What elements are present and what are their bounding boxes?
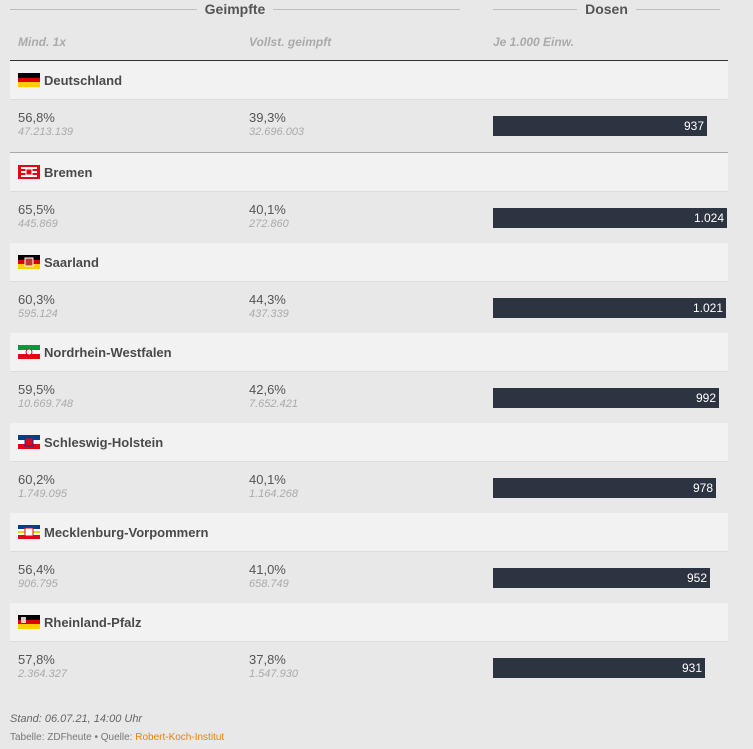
flag-nrw-icon <box>18 345 40 359</box>
min1-cell: 56,8% 47.213.139 <box>18 110 73 139</box>
full-cell: 40,1% 272.860 <box>249 202 289 231</box>
min1-absolute: 47.213.139 <box>18 126 74 138</box>
region-name: Mecklenburg-Vorpommern <box>44 524 209 540</box>
min1-cell: 60,3% 595.124 <box>18 292 58 321</box>
table-row: 60,2% 1.749.095 40,1% 1.164.268 978 <box>10 462 728 514</box>
table-row: 56,4% 906.795 41,0% 658.749 952 <box>10 552 728 604</box>
group-header-vaccinated: Geimpfte <box>10 0 460 18</box>
table-row: 56,8% 47.213.139 39,3% 32.696.003 937 <box>10 100 728 152</box>
min1-cell: 56,4% 906.795 <box>18 562 58 591</box>
region-name: Deutschland <box>44 72 123 88</box>
source-link[interactable]: Robert-Koch-Institut <box>135 732 225 743</box>
full-percent: 44,3% <box>249 292 286 307</box>
doses-bar-label: 1.021 <box>692 301 723 315</box>
doses-bar: 931 <box>493 658 705 678</box>
full-percent: 40,1% <box>249 202 286 217</box>
min1-cell: 60,2% 1.749.095 <box>18 472 67 501</box>
min1-percent: 56,8% <box>18 110 55 125</box>
group-title-doses: Dosen <box>585 1 628 17</box>
group-header-doses: Dosen <box>493 0 721 18</box>
divider <box>10 8 197 10</box>
flag-mecklenburg-vorpommern-icon <box>18 525 40 539</box>
full-absolute: 32.696.003 <box>249 126 305 138</box>
region-name-row: Rheinland-Pfalz <box>10 603 728 642</box>
flag-rheinland-pfalz-icon <box>18 615 40 629</box>
min1-percent: 59,5% <box>18 382 55 397</box>
table-row: 59,5% 10.669.748 42,6% 7.652.421 992 <box>10 372 728 424</box>
divider <box>635 8 721 10</box>
flag-germany-icon <box>18 73 40 87</box>
doses-bar: 992 <box>493 388 719 408</box>
credit-line: Tabelle: ZDFheute • Quelle: Robert-Koch-… <box>10 732 224 743</box>
full-cell: 40,1% 1.164.268 <box>249 472 298 501</box>
min1-percent: 60,3% <box>18 292 55 307</box>
full-percent: 39,3% <box>249 110 286 125</box>
full-cell: 41,0% 658.749 <box>249 562 289 591</box>
full-percent: 37,8% <box>249 652 286 667</box>
region-name: Bremen <box>44 164 93 180</box>
credit-prefix: Tabelle: ZDFheute • Quelle: <box>10 732 136 743</box>
full-percent: 40,1% <box>249 472 286 487</box>
region-name-row: Saarland <box>10 243 728 282</box>
flag-saarland-icon <box>18 255 40 269</box>
divider <box>273 8 460 10</box>
flag-bremen-icon <box>18 165 40 179</box>
full-absolute: 272.860 <box>249 218 289 230</box>
min1-percent: 57,8% <box>18 652 55 667</box>
doses-bar-label: 952 <box>686 571 707 585</box>
min1-cell: 57,8% 2.364.327 <box>18 652 67 681</box>
full-cell: 37,8% 1.547.930 <box>249 652 298 681</box>
doses-bar: 1.024 <box>493 208 727 228</box>
full-absolute: 658.749 <box>249 578 289 590</box>
region-name: Rheinland-Pfalz <box>44 614 142 630</box>
region-name-row: Nordrhein-Westfalen <box>10 333 728 372</box>
table-row: 60,3% 595.124 44,3% 437.339 1.021 <box>10 282 728 334</box>
timestamp: Stand: 06.07.21, 14:00 Uhr <box>10 713 143 725</box>
min1-percent: 56,4% <box>18 562 55 577</box>
full-absolute: 437.339 <box>249 308 289 320</box>
min1-absolute: 2.364.327 <box>18 668 67 680</box>
doses-bar-label: 937 <box>683 119 704 133</box>
doses-bar-label: 992 <box>695 391 716 405</box>
full-cell: 39,3% 32.696.003 <box>249 110 304 139</box>
region-name-row: Bremen <box>10 153 728 192</box>
column-header-min1: Mind. 1x <box>18 35 67 49</box>
full-percent: 42,6% <box>249 382 286 397</box>
min1-percent: 60,2% <box>18 472 55 487</box>
region-name: Nordrhein-Westfalen <box>44 344 172 360</box>
full-cell: 42,6% 7.652.421 <box>249 382 298 411</box>
region-name: Schleswig-Holstein <box>44 434 164 450</box>
min1-cell: 65,5% 445.869 <box>18 202 58 231</box>
table-row: 65,5% 445.869 40,1% 272.860 1.024 <box>10 192 728 244</box>
doses-bar: 1.021 <box>493 298 726 318</box>
flag-schleswig-holstein-icon <box>18 435 40 449</box>
region-name-row: Mecklenburg-Vorpommern <box>10 513 728 552</box>
full-percent: 41,0% <box>249 562 286 577</box>
doses-bar-label: 931 <box>681 661 702 675</box>
min1-absolute: 906.795 <box>18 578 58 590</box>
full-absolute: 7.652.421 <box>249 398 298 410</box>
divider <box>493 8 578 10</box>
region-name-row: Schleswig-Holstein <box>10 423 728 462</box>
min1-absolute: 1.749.095 <box>18 488 67 500</box>
min1-absolute: 595.124 <box>18 308 58 320</box>
min1-percent: 65,5% <box>18 202 55 217</box>
full-absolute: 1.547.930 <box>249 668 298 680</box>
doses-bar: 937 <box>493 116 707 136</box>
full-cell: 44,3% 437.339 <box>249 292 289 321</box>
min1-absolute: 10.669.748 <box>18 398 74 410</box>
full-absolute: 1.164.268 <box>249 488 298 500</box>
min1-absolute: 445.869 <box>18 218 58 230</box>
column-header-per1000: Je 1.000 Einw. <box>493 35 574 49</box>
table-row: 57,8% 2.364.327 37,8% 1.547.930 931 <box>10 642 728 694</box>
doses-bar: 952 <box>493 568 710 588</box>
group-title-vaccinated: Geimpfte <box>204 1 266 17</box>
column-header-full: Vollst. geimpft <box>249 35 332 49</box>
region-name-row: Deutschland <box>10 61 728 100</box>
doses-bar-label: 978 <box>692 481 713 495</box>
doses-bar: 978 <box>493 478 716 498</box>
doses-bar-label: 1.024 <box>693 211 724 225</box>
min1-cell: 59,5% 10.669.748 <box>18 382 73 411</box>
region-name: Saarland <box>44 254 99 270</box>
